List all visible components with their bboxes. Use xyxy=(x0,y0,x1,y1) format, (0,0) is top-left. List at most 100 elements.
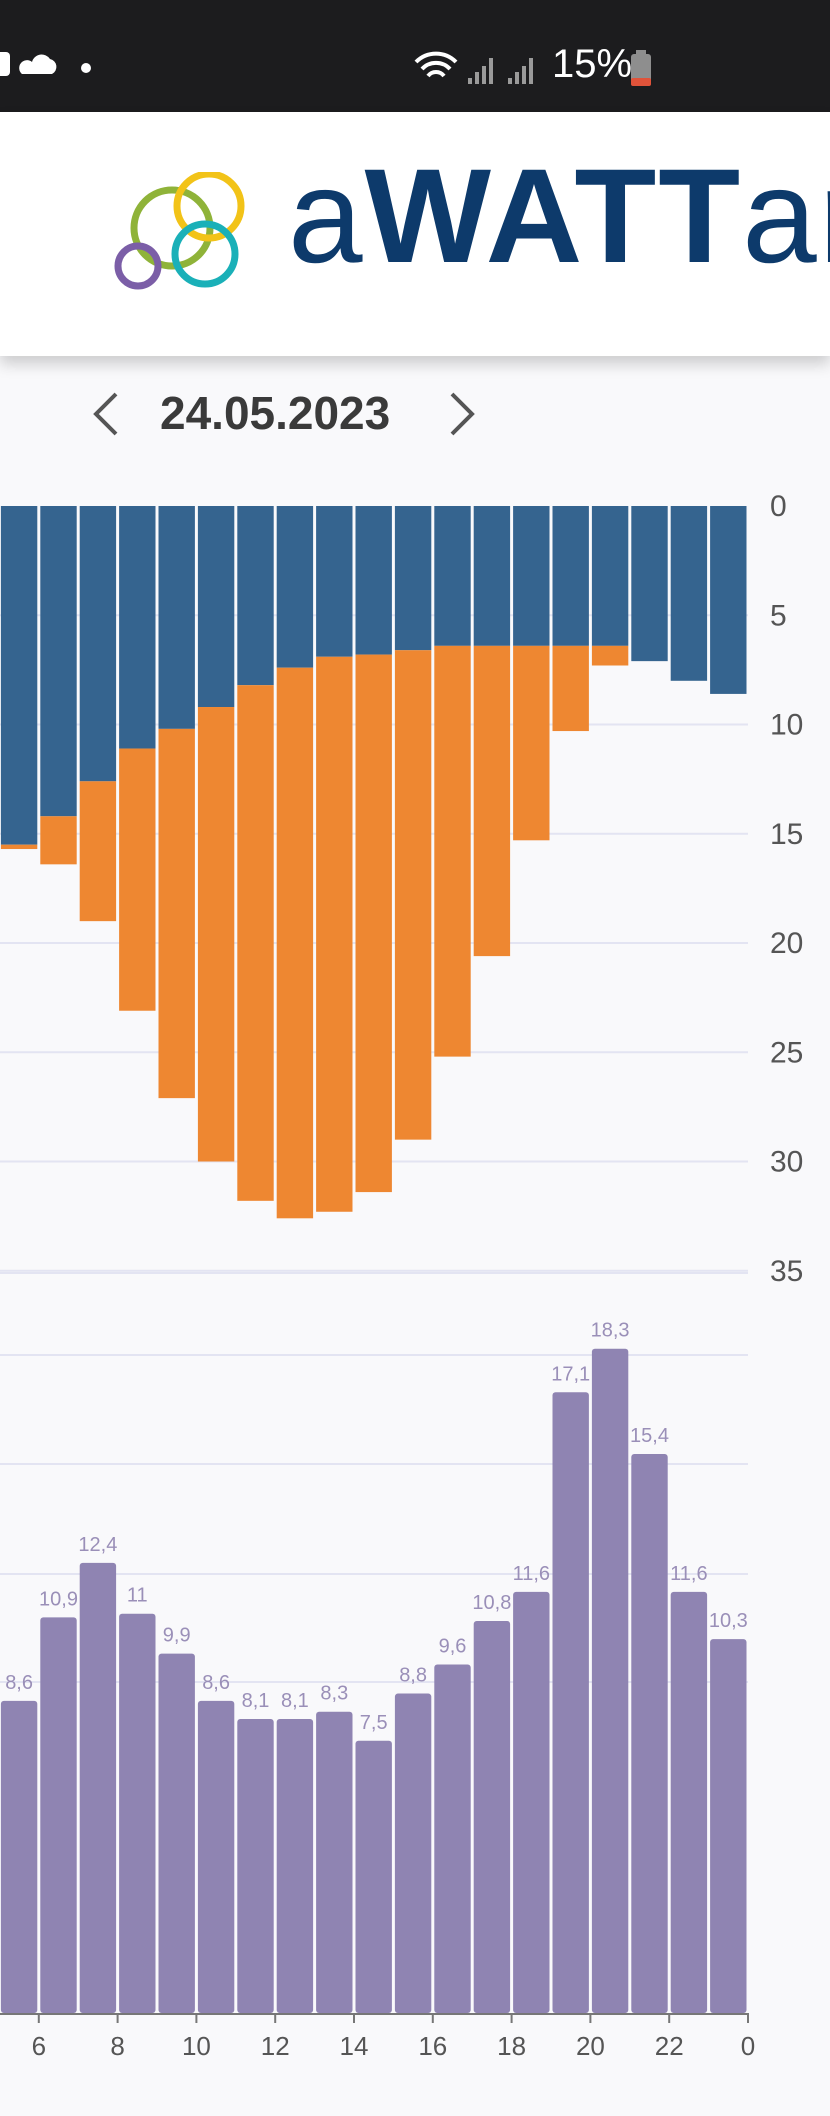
chevron-right-icon[interactable] xyxy=(440,390,480,438)
x-tick-label: 18 xyxy=(497,2031,526,2061)
price-bar xyxy=(40,1617,77,2013)
app-header: aWATTar xyxy=(0,112,830,356)
y-tick-label: 0 xyxy=(770,490,787,523)
price-bar xyxy=(316,1711,353,2013)
price-bar xyxy=(473,1620,511,2013)
price-bar xyxy=(552,1392,589,2013)
date-label: 24.05.2023 xyxy=(160,387,391,439)
x-tick-label: 20 xyxy=(576,2031,605,2061)
price-data-label: 9,6 xyxy=(439,1636,467,1658)
x-tick-label: 14 xyxy=(340,2031,369,2061)
x-tick-label: 12 xyxy=(261,2031,290,2061)
consumption-bar xyxy=(355,506,392,655)
price-data-label: 8,3 xyxy=(320,1683,348,1705)
price-bar xyxy=(591,1348,629,2013)
consumption-bar xyxy=(276,506,314,668)
cloud-icon xyxy=(19,54,57,74)
consumption-bar xyxy=(237,506,274,686)
price-data-label: 7,5 xyxy=(360,1712,388,1734)
solar-bar xyxy=(513,645,550,841)
x-tick-label: 6 xyxy=(32,2031,46,2061)
solar-bar xyxy=(394,650,432,1140)
notification-icon xyxy=(0,52,10,76)
consumption-bar xyxy=(473,506,511,646)
price-bar xyxy=(237,1718,274,2013)
signal-icon xyxy=(468,58,493,84)
x-tick-label: 10 xyxy=(182,2031,211,2061)
consumption-bar xyxy=(316,506,353,657)
solar-bar xyxy=(197,707,235,1162)
solar-bar xyxy=(119,748,156,1011)
price-bar xyxy=(119,1613,156,2013)
dot-icon xyxy=(81,63,91,73)
status-bar: 15% xyxy=(0,0,830,112)
price-bar xyxy=(434,1664,471,2013)
status-left-icons xyxy=(0,52,91,76)
price-bar xyxy=(0,1700,38,2013)
consumption-bar xyxy=(591,506,629,646)
solar-bar xyxy=(276,667,314,1219)
consumption-bar xyxy=(119,506,156,749)
price-bar xyxy=(513,1591,550,2013)
price-data-label: 8,1 xyxy=(281,1690,309,1712)
solar-bar xyxy=(0,844,38,850)
price-bar xyxy=(79,1562,117,2013)
solar-bar xyxy=(40,816,77,865)
price-bar xyxy=(710,1639,747,2013)
battery-percent: 15% xyxy=(552,42,633,86)
consumption-bar xyxy=(0,506,38,845)
price-data-label: 11,6 xyxy=(670,1563,707,1585)
y-tick-label: 15 xyxy=(770,818,803,851)
price-data-label: 10,8 xyxy=(472,1592,511,1614)
price-data-label: 8,1 xyxy=(242,1690,270,1712)
consumption-bar xyxy=(710,506,747,694)
price-data-label: 15,4 xyxy=(630,1425,669,1447)
consumption-bar xyxy=(434,506,471,646)
consumption-bar xyxy=(197,506,235,708)
solar-bar xyxy=(237,685,274,1201)
y-tick-label: 35 xyxy=(770,1255,803,1288)
y-tick-label: 30 xyxy=(770,1146,803,1179)
y-tick-label: 10 xyxy=(770,709,803,742)
price-data-label: 9,9 xyxy=(163,1625,191,1647)
x-tick-label: 16 xyxy=(418,2031,447,2061)
x-tick-label: 8 xyxy=(110,2031,124,2061)
y-tick-label: 25 xyxy=(770,1036,803,1069)
consumption-bar xyxy=(552,506,589,646)
price-data-label: 12,4 xyxy=(78,1534,117,1556)
consumption-bar xyxy=(513,506,550,646)
consumption-bar xyxy=(670,506,708,681)
wifi-icon xyxy=(414,51,458,78)
solar-bar xyxy=(434,645,471,1057)
consumption-bar xyxy=(394,506,432,651)
solar-bar xyxy=(591,645,629,666)
x-tick-label: 22 xyxy=(655,2031,684,2061)
solar-bar xyxy=(79,781,117,922)
price-bar xyxy=(355,1740,392,2013)
brand-wordmark: aWATTar xyxy=(288,142,830,291)
price-data-label: 10,9 xyxy=(39,1588,78,1610)
consumption-bar xyxy=(79,506,117,782)
signal-icon xyxy=(508,58,533,84)
price-bar xyxy=(197,1700,235,2013)
solar-bar xyxy=(158,728,195,1099)
y-tick-label: 20 xyxy=(770,927,803,960)
price-data-label: 8,6 xyxy=(5,1672,33,1694)
price-bar xyxy=(394,1693,432,2013)
price-data-label: 11,6 xyxy=(513,1563,550,1585)
awattar-logo-icon xyxy=(114,172,245,290)
price-data-label: 8,6 xyxy=(202,1672,230,1694)
price-data-label: 18,3 xyxy=(591,1320,630,1342)
price-bar xyxy=(158,1653,195,2013)
price-data-label: 17,1 xyxy=(551,1363,590,1385)
chevron-left-icon[interactable] xyxy=(88,390,128,438)
price-bar xyxy=(670,1591,708,2013)
consumption-bar xyxy=(631,506,668,662)
solar-bar xyxy=(473,645,511,957)
status-right-icons xyxy=(414,51,533,84)
price-bar xyxy=(276,1718,314,2013)
solar-bar xyxy=(355,654,392,1193)
x-tick-label: 0 xyxy=(741,2031,755,2061)
consumption-bar xyxy=(158,506,195,729)
